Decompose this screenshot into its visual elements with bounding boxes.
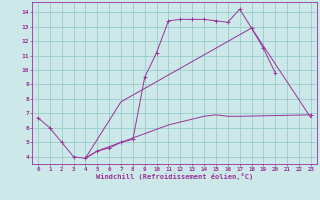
X-axis label: Windchill (Refroidissement éolien,°C): Windchill (Refroidissement éolien,°C) <box>96 173 253 180</box>
